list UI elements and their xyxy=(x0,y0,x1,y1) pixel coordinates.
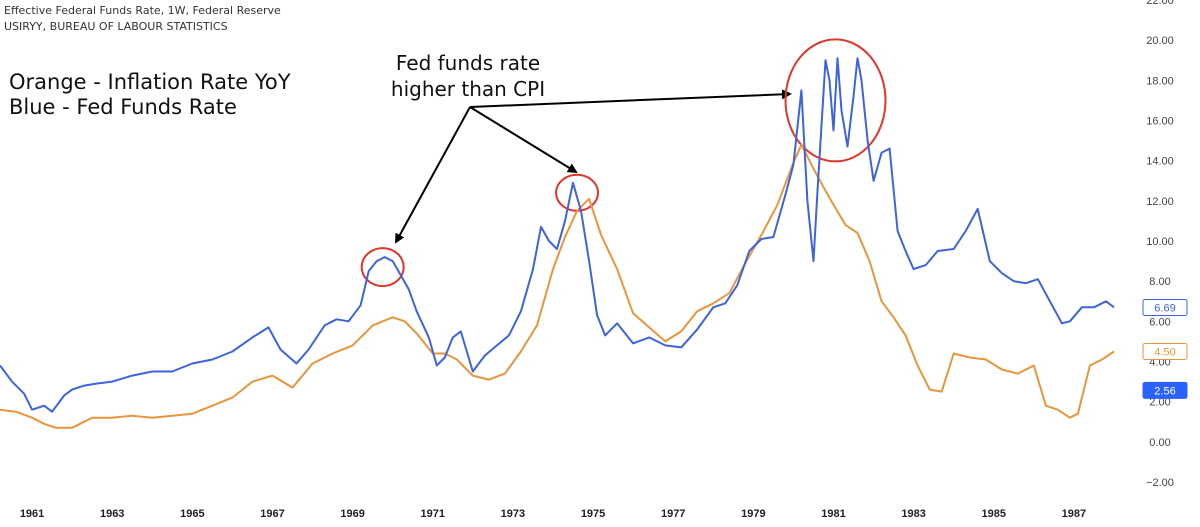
price-badge xyxy=(1142,342,1188,360)
callout-arrow xyxy=(469,106,578,174)
y-tick-label: 22.00 xyxy=(1146,0,1174,7)
x-tick-label: 1963 xyxy=(100,508,124,520)
x-tick-label: 1973 xyxy=(501,508,525,520)
y-tick-label: 18.00 xyxy=(1146,75,1174,87)
price-badge xyxy=(1142,298,1188,316)
x-tick-label: 1965 xyxy=(180,508,204,520)
fed-funds-rate-line xyxy=(0,57,1115,413)
x-tick-label: 1977 xyxy=(661,508,685,520)
y-tick-label: 10.00 xyxy=(1146,236,1174,248)
x-tick-label: 1975 xyxy=(581,508,605,520)
y-tick-label: −2.00 xyxy=(1146,477,1174,489)
x-tick-label: 1981 xyxy=(821,508,845,520)
callout-arrows xyxy=(395,89,792,244)
callout-text: Fed funds rate higher than CPI xyxy=(368,50,568,102)
x-tick-label: 1987 xyxy=(1062,508,1086,520)
header-line-cpi: USIRYY, BUREAU OF LABOUR STATISTICS xyxy=(4,20,228,33)
x-tick-label: 1979 xyxy=(741,508,765,520)
x-tick-label: 1983 xyxy=(901,508,925,520)
y-tick-label: 6.00 xyxy=(1149,316,1170,328)
x-tick-label: 1969 xyxy=(340,508,364,520)
y-axis-ticks: −2.000.002.004.006.008.0010.0012.0014.00… xyxy=(1146,0,1174,489)
y-tick-label: 12.00 xyxy=(1146,196,1174,208)
x-tick-label: 1971 xyxy=(421,508,445,520)
callout-line-1: Fed funds rate xyxy=(395,51,541,75)
x-tick-label: 1985 xyxy=(982,508,1006,520)
y-tick-label: 14.00 xyxy=(1146,156,1174,168)
inflation-rate-line xyxy=(0,143,1115,429)
price-badge-label: 2.56 xyxy=(1154,385,1175,397)
callout-line-2: higher than CPI xyxy=(390,77,546,101)
legend-blue-label: Blue - Fed Funds Rate xyxy=(9,95,237,119)
series-lines xyxy=(0,57,1115,429)
price-badge-label: 6.69 xyxy=(1154,302,1175,314)
highlight-circle xyxy=(784,38,887,163)
highlight-circle xyxy=(360,247,405,288)
price-badge-label: 4.50 xyxy=(1154,346,1175,358)
legend-orange-label: Orange - Inflation Rate YoY xyxy=(9,70,291,94)
x-tick-label: 1961 xyxy=(20,508,44,520)
price-badge xyxy=(1142,381,1188,399)
y-tick-label: 20.00 xyxy=(1146,35,1174,47)
y-tick-label: 2.00 xyxy=(1149,397,1170,409)
header-line-fed-funds: Effective Federal Funds Rate, 1W, Federa… xyxy=(4,4,281,17)
callout-arrow xyxy=(469,89,792,108)
highlight-circles xyxy=(360,38,887,288)
legend-annotation: Orange - Inflation Rate YoY Blue - Fed F… xyxy=(9,70,291,120)
callout-arrow xyxy=(395,106,471,244)
y-tick-label: 0.00 xyxy=(1149,437,1170,449)
x-axis-ticks: 1961 1963 1965 1967 1969 1971 1973 1975 1977 1979… xyxy=(20,508,1086,520)
chart-header: Effective Federal Funds Rate, 1W, Federa… xyxy=(4,3,281,35)
price-badges: 6.69 4.50 2.56 xyxy=(1142,298,1188,399)
y-tick-label: 8.00 xyxy=(1149,276,1170,288)
y-tick-label: 16.00 xyxy=(1146,116,1174,128)
x-tick-label: 1967 xyxy=(260,508,284,520)
